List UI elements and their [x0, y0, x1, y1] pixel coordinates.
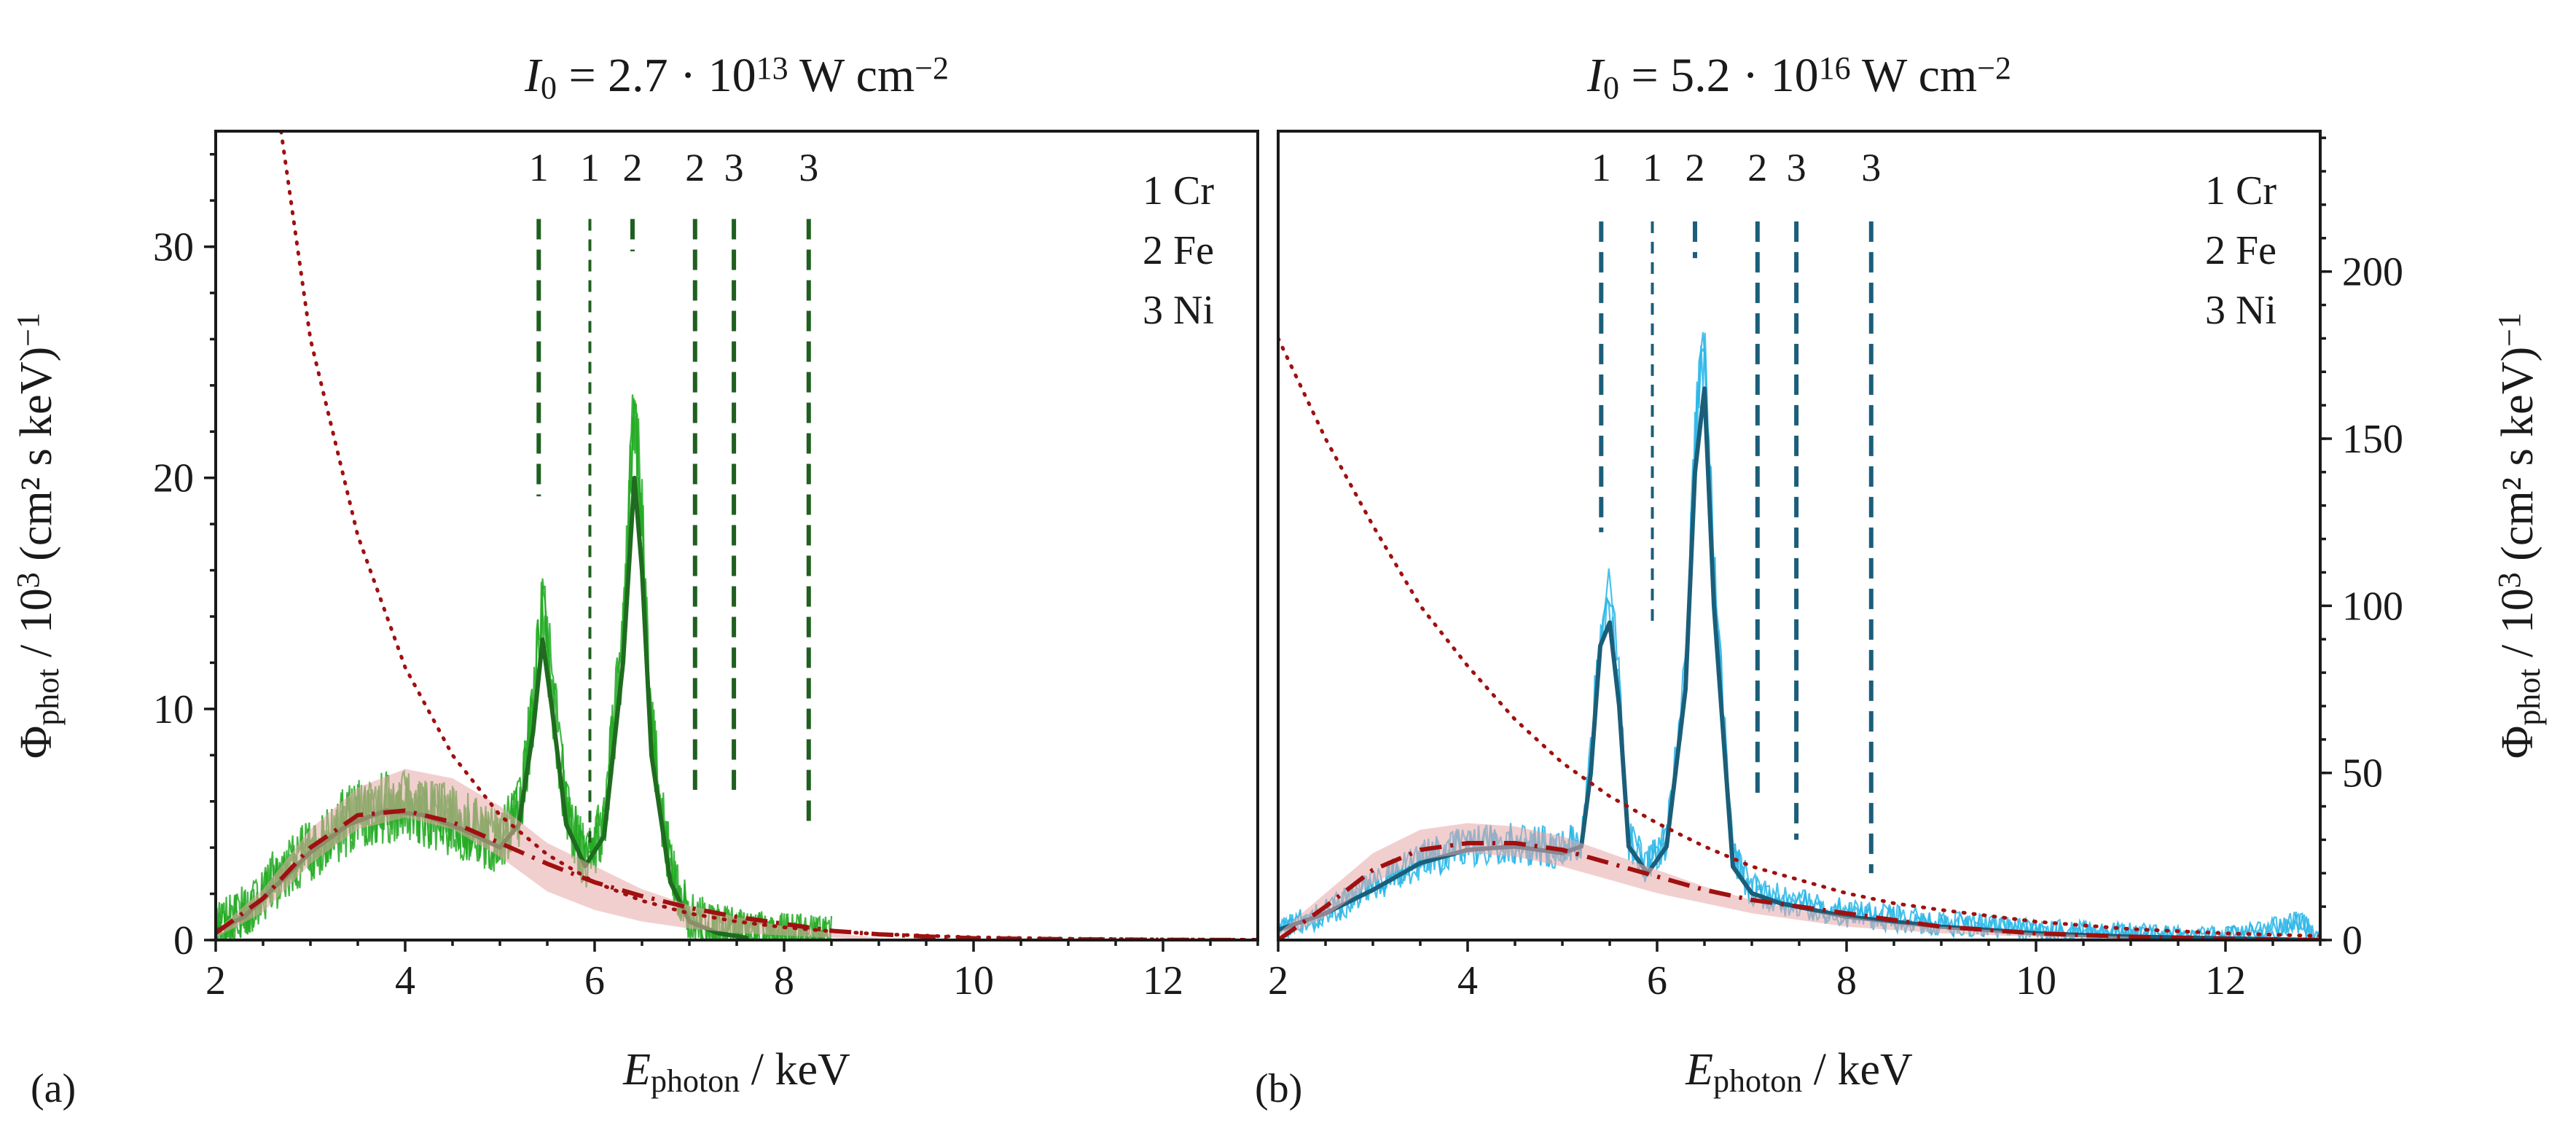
- series-fit-band: [1278, 823, 2131, 940]
- x-tick-label-2: 6: [584, 958, 605, 1003]
- ylabel-unit: (cm² s keV): [12, 347, 61, 573]
- title-exp: 13: [756, 50, 788, 86]
- title-prefix: = 2.7 · 10: [557, 49, 756, 102]
- y-tick-label-1: 50: [2342, 751, 2383, 796]
- x-tick-label-4: 10: [953, 958, 994, 1003]
- emission-line-label-1: 1: [580, 146, 600, 189]
- y-tick-label-0: 0: [2342, 918, 2362, 963]
- legend-entry-2: 3 Ni: [2205, 288, 2276, 333]
- x-tick-label-1: 4: [1457, 958, 1478, 1003]
- legend-entry-0: 1 Cr: [2205, 168, 2276, 214]
- y-tick-label-3: 150: [2342, 417, 2403, 462]
- emission-line-label-4: 3: [1787, 146, 1806, 189]
- emission-line-label-0: 1: [1592, 146, 1611, 189]
- legend-entry-1: 2 Fe: [1143, 228, 1214, 273]
- legend-entry-2: 3 Ni: [1143, 288, 1214, 333]
- emission-line-label-0: 1: [529, 146, 549, 189]
- ylabel-unit: (cm² s keV): [2493, 347, 2542, 573]
- xlabel-sub: photon: [1713, 1063, 1802, 1099]
- series-exponential-dotted: [279, 131, 1258, 940]
- title-unit: W cm: [1851, 49, 1978, 102]
- legend-entry-0: 1 Cr: [1143, 168, 1214, 214]
- emission-line-label-1: 1: [1643, 146, 1662, 189]
- title-symbol: I: [1586, 49, 1605, 102]
- title-exp: 16: [1819, 50, 1851, 86]
- ylabel-mid: / 10: [2493, 588, 2542, 668]
- series-fit-band: [216, 769, 879, 940]
- y-tick-label-2: 20: [153, 456, 194, 501]
- y-tick-label-3: 30: [153, 225, 194, 270]
- series-fit-dashdot: [1278, 841, 2320, 940]
- title-sub: 0: [541, 70, 557, 106]
- x-axis-label: Ephoton / keV: [622, 1045, 850, 1099]
- xlabel-symbol: E: [1685, 1045, 1713, 1095]
- xlabel-symbol: E: [622, 1045, 651, 1095]
- xlabel-sub: photon: [651, 1063, 740, 1099]
- title-unit-exp: −2: [915, 50, 949, 86]
- emission-line-label-3: 2: [685, 146, 705, 189]
- x-tick-label-4: 10: [2016, 958, 2056, 1003]
- emission-line-label-2: 2: [1686, 146, 1705, 189]
- y-tick-label-1: 10: [153, 687, 194, 732]
- x-tick-label-3: 8: [1836, 958, 1857, 1003]
- chart-title: I0 = 5.2 · 1016 W cm−2: [1586, 49, 2011, 106]
- emission-line-label-5: 3: [1861, 146, 1881, 189]
- ylabel-unit-exp: −1: [10, 313, 46, 347]
- x-tick-label-2: 6: [1647, 958, 1667, 1003]
- legend-entry-1: 2 Fe: [2205, 228, 2276, 273]
- ylabel-sub: phot: [30, 669, 66, 726]
- x-axis-label: Ephoton / keV: [1685, 1045, 1913, 1099]
- x-tick-label-5: 12: [1143, 958, 1183, 1003]
- x-tick-label-5: 12: [2205, 958, 2246, 1003]
- ylabel-exp: 3: [2491, 572, 2527, 588]
- y-tick-label-4: 200: [2342, 250, 2403, 295]
- title-symbol: I: [524, 49, 543, 102]
- chart-title: I0 = 2.7 · 1013 W cm−2: [524, 49, 949, 106]
- emission-line-label-4: 3: [724, 146, 744, 189]
- plot-area: [1278, 332, 2320, 940]
- plot-area: [216, 131, 1258, 940]
- y-axis-label: Φphot / 103 (cm² s keV)−1: [10, 313, 65, 759]
- panel-label: (b): [1255, 1066, 1302, 1111]
- x-tick-label-0: 2: [1268, 958, 1288, 1003]
- axes-frame: [1277, 130, 2322, 942]
- title-prefix: = 5.2 · 10: [1619, 49, 1819, 102]
- emission-line-label-5: 3: [799, 146, 818, 189]
- xlabel-unit: / keV: [1802, 1045, 1913, 1095]
- ylabel-symbol: Φ: [12, 726, 61, 759]
- ylabel-mid: / 10: [12, 588, 61, 668]
- ylabel-exp: 3: [10, 572, 46, 588]
- series-exponential-dotted: [1278, 336, 2320, 938]
- x-tick-label-3: 8: [774, 958, 794, 1003]
- ylabel-unit-exp: −1: [2491, 313, 2527, 347]
- emission-line-label-2: 2: [623, 146, 643, 189]
- y-tick-label-2: 100: [2342, 584, 2403, 629]
- ylabel-sub: phot: [2511, 669, 2547, 726]
- panel-label: (a): [31, 1066, 76, 1111]
- series-fit-dashdot: [216, 808, 1258, 940]
- title-unit: W cm: [788, 49, 915, 102]
- y-axis-label: Φphot / 103 (cm² s keV)−1: [2491, 313, 2546, 759]
- title-unit-exp: −2: [1977, 50, 2011, 86]
- x-tick-label-0: 2: [205, 958, 226, 1003]
- x-tick-label-1: 4: [395, 958, 415, 1003]
- title-sub: 0: [1603, 70, 1619, 106]
- ylabel-symbol: Φ: [2493, 726, 2542, 759]
- panel-b: 1 1 2 2 3 31 Cr2 Fe3 Ni2 4 6 8 10 12050100150200I0…: [1255, 49, 2547, 1111]
- y-tick-label-0: 0: [173, 918, 194, 963]
- xlabel-unit: / keV: [740, 1045, 850, 1095]
- emission-line-label-3: 2: [1747, 146, 1767, 189]
